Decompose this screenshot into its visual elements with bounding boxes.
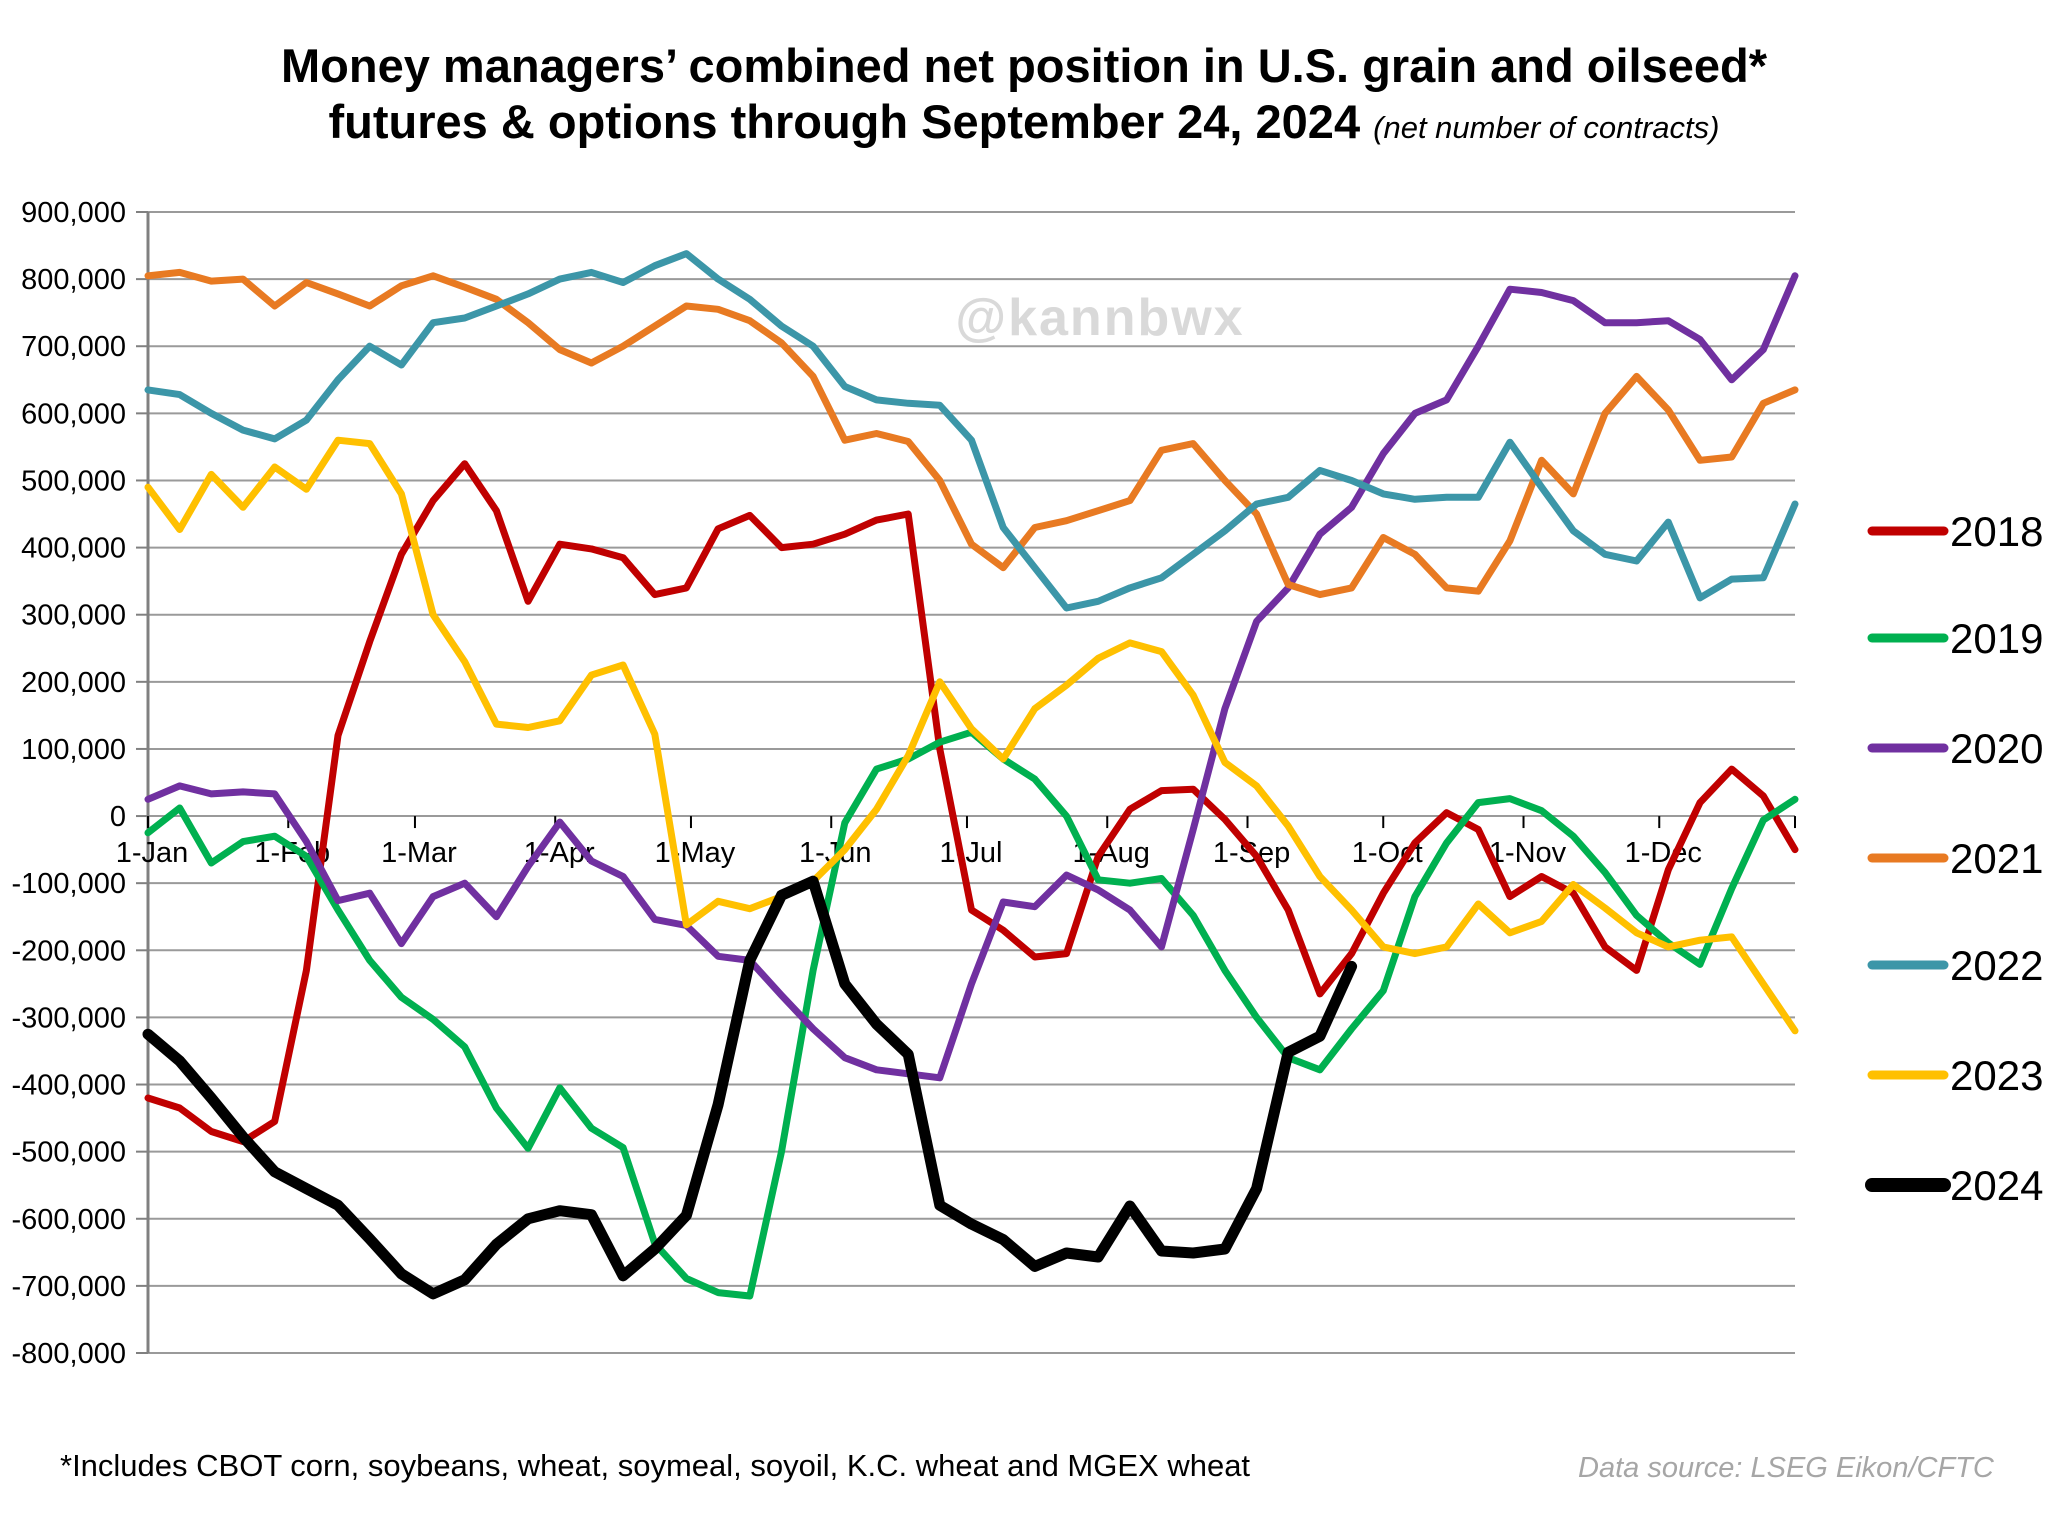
title-suffix: (net number of contracts): [1373, 110, 1720, 146]
series-2024-line: [142, 875, 1358, 1300]
x-tick-label: 1-May: [655, 837, 736, 869]
x-tick-label: 1-Jan: [116, 837, 189, 869]
y-tick-label: 0: [110, 801, 126, 833]
series-2018-line: [144, 460, 1799, 1146]
legend-label-2024: 2024: [1950, 1162, 2043, 1209]
y-tick-label: -400,000: [12, 1070, 127, 1102]
title-line-2-text: futures & options through September 24, …: [328, 95, 1361, 149]
y-tick-label: 400,000: [21, 533, 126, 565]
watermark: @kannbwx: [955, 289, 1245, 347]
legend-label-2020: 2020: [1950, 725, 2043, 772]
y-tick-label: 900,000: [21, 197, 126, 229]
data-source: Data source: LSEG Eikon/CFTC: [1578, 1452, 1994, 1484]
y-tick-label: 300,000: [21, 600, 126, 632]
series-2022-line: [144, 250, 1799, 612]
legend-label-2019: 2019: [1950, 615, 2043, 662]
series-2020-line: [144, 272, 1799, 1082]
y-tick-label: -100,000: [12, 868, 127, 900]
y-tick-label: 700,000: [21, 331, 126, 363]
y-tick-label: -200,000: [12, 935, 127, 967]
x-tick-label: 1-Nov: [1489, 837, 1567, 869]
y-tick-label: 200,000: [21, 667, 126, 699]
y-tick-label: 100,000: [21, 734, 126, 766]
x-tick-label: 1-Dec: [1625, 837, 1702, 869]
series-2021-line: [144, 268, 1799, 599]
y-tick-label: 500,000: [21, 465, 126, 497]
y-tick-label: -500,000: [12, 1137, 127, 1169]
legend-label-2022: 2022: [1950, 942, 2043, 989]
y-tick-label: 600,000: [21, 398, 126, 430]
legend-label-2021: 2021: [1950, 835, 2043, 882]
x-tick-label: 1-Jul: [940, 837, 1003, 869]
title-line-1: Money managers’ combined net position in…: [281, 39, 1767, 92]
y-tick-label: -600,000: [12, 1204, 127, 1236]
title-line-2: futures & options through September 24, …: [0, 94, 2048, 150]
chart-title: Money managers’ combined net position in…: [0, 38, 2048, 151]
series-2023-line: [144, 436, 1799, 1035]
y-tick-label: -800,000: [12, 1338, 127, 1370]
legend-label-2023: 2023: [1950, 1052, 2043, 1099]
y-tick-label: -700,000: [12, 1271, 127, 1303]
y-tick-label: -300,000: [12, 1002, 127, 1034]
footnote: *Includes CBOT corn, soybeans, wheat, so…: [60, 1448, 1251, 1483]
x-tick-label: 1-Mar: [381, 837, 457, 869]
legend-label-2018: 2018: [1950, 508, 2043, 555]
y-tick-label: 800,000: [21, 264, 126, 296]
